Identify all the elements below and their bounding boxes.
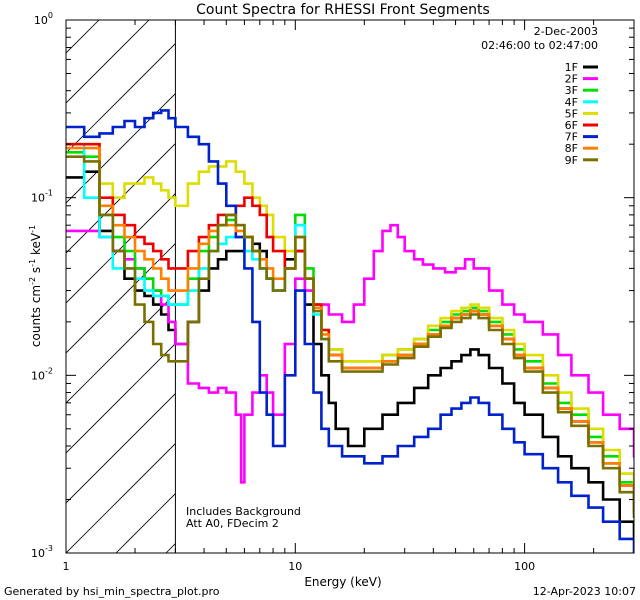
hatch-line <box>66 20 100 54</box>
y-tick-label: 10-3 <box>31 544 53 560</box>
hatch-line <box>66 193 176 304</box>
chart-title: Count Spectra for RHESSI Front Segments <box>196 2 490 18</box>
hatch-line <box>66 93 176 204</box>
background-hatch-region <box>66 0 640 553</box>
x-tick-labels: 1 10 100 <box>63 560 536 573</box>
hatch-line <box>66 243 176 354</box>
series-line-1F <box>66 170 634 541</box>
legend-label-8F: 8F <box>565 142 578 155</box>
y-axis-label-exp2: -1 <box>28 259 37 267</box>
x-tick-label: 10 <box>288 560 302 573</box>
hatch-line <box>316 0 640 553</box>
hatch-line <box>466 0 640 553</box>
series-line-7F <box>66 109 634 553</box>
series-line-3F <box>66 151 634 509</box>
hatch-line <box>66 20 150 104</box>
hatch-line <box>416 0 640 553</box>
hatch-line <box>66 293 176 404</box>
date-label: 2-Dec-2003 <box>534 25 598 38</box>
legend-label-2F: 2F <box>565 73 578 86</box>
y-tick-label-base: 10 <box>34 14 48 27</box>
y-tick-label-exp: -3 <box>45 544 53 553</box>
hatch-line <box>266 0 640 553</box>
y-tick-label-exp: 0 <box>48 11 53 20</box>
y-axis-label-exp3: -1 <box>28 225 37 233</box>
hatch-line <box>366 0 640 553</box>
series-line-2F <box>66 223 634 484</box>
hatch-line <box>66 343 176 454</box>
y-axis-label-s: s <box>29 267 43 277</box>
y-axis-label: counts cm-2 s-1 keV-1 <box>28 225 43 347</box>
hatch-line <box>66 393 176 504</box>
footer-timestamp: 12-Apr-2023 10:07 <box>533 585 636 598</box>
y-axis-label-prefix: counts cm <box>29 285 43 347</box>
legend-label-1F: 1F <box>565 61 578 74</box>
axis-ticks <box>65 20 635 554</box>
time-range-label: 02:46:00 to 02:47:00 <box>481 39 598 52</box>
y-tick-label: 10-1 <box>31 189 53 205</box>
legend-label-3F: 3F <box>565 84 578 97</box>
annotation-attenuator: Att A0, FDecim 2 <box>186 517 279 530</box>
series-line-9F <box>66 155 634 518</box>
hatch-line <box>66 143 176 254</box>
y-tick-label-base: 10 <box>31 369 45 382</box>
hatch-line <box>115 493 176 553</box>
hatch-line <box>66 43 176 154</box>
hatch-line <box>66 443 176 553</box>
y-axis-label-exp1: -2 <box>28 277 37 285</box>
annotation-background: Includes Background <box>186 505 301 518</box>
y-axis-label-kev: keV <box>29 232 43 259</box>
legend-label-7F: 7F <box>565 131 578 144</box>
plot-frame <box>65 19 635 554</box>
x-axis-label: Energy (keV) <box>304 575 381 589</box>
legend-label-4F: 4F <box>565 96 578 109</box>
footer-generated-by: Generated by hsi_min_spectra_plot.pro <box>4 585 220 598</box>
y-tick-label: 10-2 <box>31 366 53 382</box>
legend-label-6F: 6F <box>565 119 578 132</box>
x-tick-label: 100 <box>514 560 535 573</box>
y-tick-label-exp: -2 <box>45 366 53 375</box>
y-tick-label-exp: -1 <box>45 189 53 198</box>
x-tick-label: 1 <box>63 560 70 573</box>
legend-label-9F: 9F <box>565 154 578 167</box>
y-tick-label-base: 10 <box>31 547 45 560</box>
y-tick-label-base: 10 <box>31 192 45 205</box>
y-tick-label: 100 <box>34 11 53 27</box>
legend-label-5F: 5F <box>565 107 578 120</box>
hatch-line <box>516 0 640 553</box>
series-group <box>66 109 634 553</box>
